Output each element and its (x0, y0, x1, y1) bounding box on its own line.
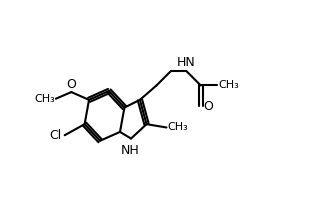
Text: CH₃: CH₃ (34, 94, 55, 104)
Text: CH₃: CH₃ (167, 123, 188, 132)
Text: Cl: Cl (49, 129, 61, 142)
Text: NH: NH (121, 144, 139, 157)
Text: O: O (66, 78, 76, 91)
Text: CH₃: CH₃ (218, 80, 239, 90)
Text: HN: HN (177, 56, 195, 69)
Text: O: O (203, 100, 213, 113)
